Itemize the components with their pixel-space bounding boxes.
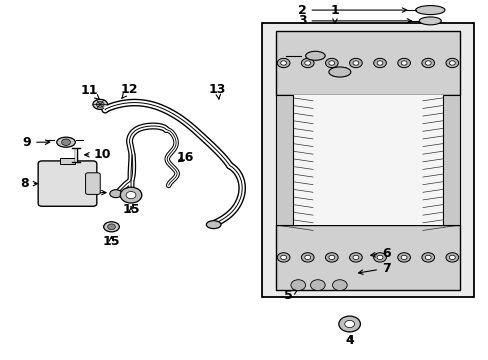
Circle shape	[376, 255, 382, 260]
Circle shape	[107, 224, 115, 230]
Text: 2: 2	[297, 4, 406, 17]
Circle shape	[421, 58, 434, 68]
Text: 13: 13	[208, 83, 226, 99]
Ellipse shape	[305, 51, 325, 60]
Text: 15: 15	[122, 203, 140, 216]
Text: 8: 8	[20, 177, 38, 190]
Text: 4: 4	[345, 334, 353, 347]
Circle shape	[301, 58, 313, 68]
Circle shape	[400, 255, 406, 260]
Circle shape	[445, 58, 458, 68]
Circle shape	[332, 280, 346, 291]
Text: 9: 9	[22, 136, 50, 149]
Circle shape	[425, 255, 430, 260]
Bar	[276, 31, 459, 95]
FancyBboxPatch shape	[38, 161, 97, 206]
Bar	[276, 225, 459, 290]
Ellipse shape	[328, 67, 350, 77]
Text: 16: 16	[176, 151, 193, 164]
Ellipse shape	[415, 5, 444, 14]
Circle shape	[376, 61, 382, 65]
Circle shape	[96, 102, 104, 107]
Text: 7: 7	[358, 262, 390, 275]
Text: 15: 15	[102, 235, 120, 248]
Circle shape	[310, 280, 325, 291]
FancyBboxPatch shape	[85, 173, 100, 194]
Circle shape	[400, 61, 406, 65]
Circle shape	[397, 253, 409, 262]
Circle shape	[352, 61, 358, 65]
Circle shape	[61, 139, 70, 145]
Text: 5: 5	[284, 289, 298, 302]
Text: 11: 11	[81, 84, 100, 100]
Circle shape	[349, 253, 362, 262]
Bar	[442, 95, 459, 225]
Bar	[276, 95, 459, 225]
Circle shape	[328, 255, 334, 260]
Bar	[276, 95, 293, 225]
Ellipse shape	[109, 190, 122, 198]
Ellipse shape	[57, 137, 75, 147]
Circle shape	[126, 192, 136, 199]
Circle shape	[280, 255, 286, 260]
Text: 3: 3	[297, 14, 411, 27]
Text: 14: 14	[74, 186, 106, 199]
Circle shape	[328, 61, 334, 65]
Text: 1: 1	[330, 4, 339, 23]
Text: 10: 10	[84, 148, 111, 161]
Circle shape	[397, 58, 409, 68]
Bar	[60, 158, 75, 164]
Ellipse shape	[206, 221, 221, 229]
Circle shape	[304, 61, 310, 65]
Circle shape	[421, 253, 434, 262]
Circle shape	[425, 61, 430, 65]
Circle shape	[277, 58, 289, 68]
Circle shape	[325, 253, 338, 262]
Circle shape	[277, 253, 289, 262]
Ellipse shape	[93, 99, 107, 109]
Circle shape	[304, 255, 310, 260]
Circle shape	[301, 253, 313, 262]
Text: 6: 6	[370, 247, 390, 260]
Circle shape	[344, 320, 354, 328]
Circle shape	[290, 280, 305, 291]
Circle shape	[448, 255, 454, 260]
Circle shape	[280, 61, 286, 65]
Circle shape	[120, 187, 142, 203]
Circle shape	[349, 58, 362, 68]
Circle shape	[373, 58, 386, 68]
Ellipse shape	[103, 222, 119, 232]
Circle shape	[445, 253, 458, 262]
Circle shape	[448, 61, 454, 65]
Circle shape	[373, 253, 386, 262]
Bar	[261, 23, 473, 297]
Circle shape	[325, 58, 338, 68]
Ellipse shape	[418, 17, 440, 25]
Text: 12: 12	[121, 83, 138, 99]
Circle shape	[338, 316, 360, 332]
Circle shape	[352, 255, 358, 260]
